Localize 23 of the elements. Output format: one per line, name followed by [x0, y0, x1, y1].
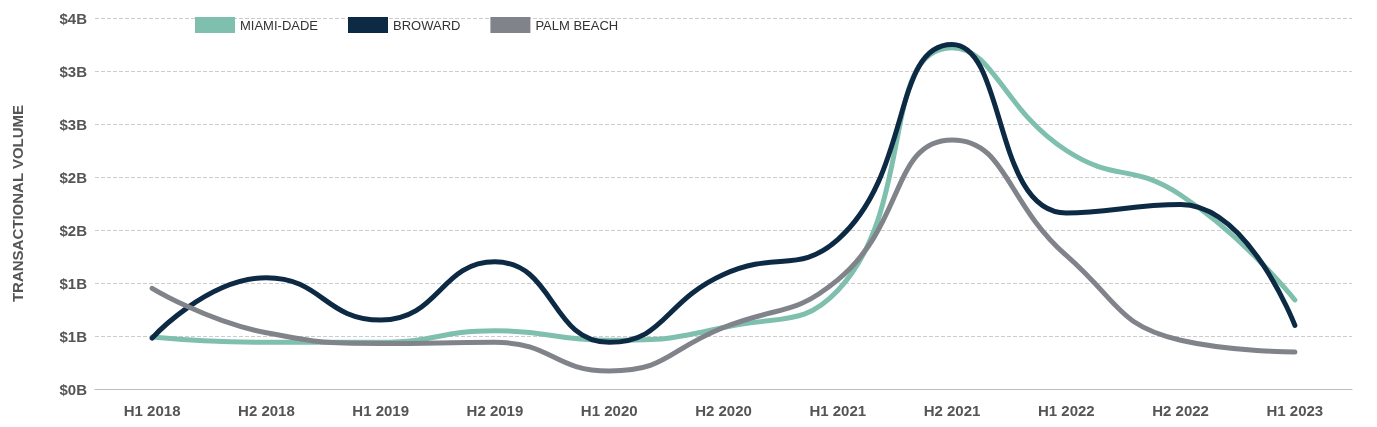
- legend-label: BROWARD: [393, 17, 461, 33]
- x-tick-label: H1 2022: [1037, 402, 1095, 419]
- y-tick-label: $1B: [59, 274, 88, 292]
- y-tick-label: $3B: [59, 62, 88, 80]
- y-tick-label: $2B: [59, 168, 88, 186]
- x-tick-label: H2 2019: [466, 402, 524, 419]
- y-tick-label: $3B: [59, 115, 88, 133]
- x-tick-label: H2 2020: [695, 402, 752, 419]
- y-tick-label: $2B: [59, 221, 88, 239]
- y-axis-title: TRANSACTIONAL VOLUME: [9, 104, 26, 303]
- legend-label: MIAMI-DADE: [240, 17, 319, 33]
- x-tick-label: H1 2019: [352, 402, 410, 419]
- x-tick-label: H1 2018: [123, 402, 181, 419]
- x-tick-label: H2 2021: [923, 402, 981, 419]
- x-tick-label: H2 2022: [1152, 402, 1209, 419]
- y-tick-label: $0B: [59, 380, 88, 398]
- x-tick-label: H1 2023: [1266, 402, 1324, 419]
- legend-label: PALM BEACH: [535, 17, 619, 33]
- x-tick-label: H2 2018: [238, 402, 295, 419]
- y-tick-label: $1B: [59, 327, 88, 345]
- x-tick-label: H1 2021: [809, 402, 867, 419]
- y-tick-label: $4B: [59, 9, 88, 27]
- x-tick-label: H1 2020: [580, 402, 638, 419]
